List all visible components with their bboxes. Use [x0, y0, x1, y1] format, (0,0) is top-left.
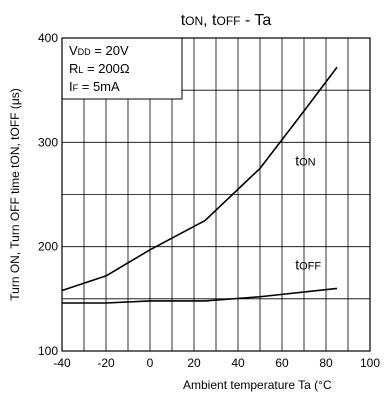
- chart-title: tON, tOFF - Ta: [181, 12, 272, 29]
- condition-line: VDD = 20V: [69, 43, 129, 58]
- series-label-sub: ON: [299, 156, 316, 168]
- condition-line: IF = 5mA: [69, 79, 120, 94]
- series-lines: [61, 66, 338, 304]
- x-tick-label: 100: [360, 356, 380, 370]
- x-tick-label: 80: [319, 356, 333, 370]
- title-part: ON: [185, 14, 203, 28]
- condition-subscript: DD: [78, 47, 91, 57]
- condition-value: = 200Ω: [83, 61, 130, 76]
- title-part: t: [181, 12, 186, 29]
- series-line-tOFF: [62, 287, 338, 304]
- x-tick-label: 40: [231, 356, 245, 370]
- x-tick-label: 0: [147, 356, 154, 370]
- series-label-main: t: [295, 257, 299, 273]
- conditions-box: VDD = 20V RL = 200Ω IF = 5mA: [61, 37, 183, 100]
- series-label-tON: tON: [295, 152, 315, 168]
- condition-subscript: L: [78, 65, 83, 75]
- y-axis-label: Turn ON, Turn OFF time tON, tOFF (μs): [8, 88, 22, 300]
- condition-subscript: F: [73, 83, 79, 93]
- series-label-main: t: [295, 152, 299, 168]
- series-label-sub: OFF: [299, 261, 321, 273]
- grid: [62, 38, 370, 351]
- condition-value: = 5mA: [78, 79, 120, 94]
- y-tick-labels: 100 200 300 400: [38, 31, 58, 358]
- condition-line: RL = 200Ω: [69, 61, 130, 76]
- condition-symbol: V: [69, 43, 78, 58]
- series-line-tON: [61, 66, 338, 292]
- y-tick-label: 400: [38, 31, 58, 45]
- x-tick-label: 20: [187, 356, 201, 370]
- condition-symbol: I: [69, 79, 73, 94]
- x-tick-label: -40: [53, 356, 71, 370]
- series-label-tOFF: tOFF: [295, 257, 321, 273]
- condition-value: = 20V: [91, 43, 129, 58]
- x-tick-labels: -40 -20 0 20 40 60 80 100: [53, 356, 380, 370]
- plot-frame: [61, 37, 371, 352]
- y-tick-label: 200: [38, 240, 58, 254]
- title-part: - Ta: [240, 12, 271, 29]
- y-tick-label: 300: [38, 135, 58, 149]
- condition-symbol: R: [69, 61, 78, 76]
- x-axis-label: Ambient temperature Ta (°C: [183, 378, 332, 392]
- title-part: OFF: [216, 14, 240, 28]
- title-part: , t: [203, 12, 217, 29]
- x-tick-label: 60: [275, 356, 289, 370]
- y-tick-label: 100: [38, 344, 58, 358]
- x-tick-label: -20: [97, 356, 115, 370]
